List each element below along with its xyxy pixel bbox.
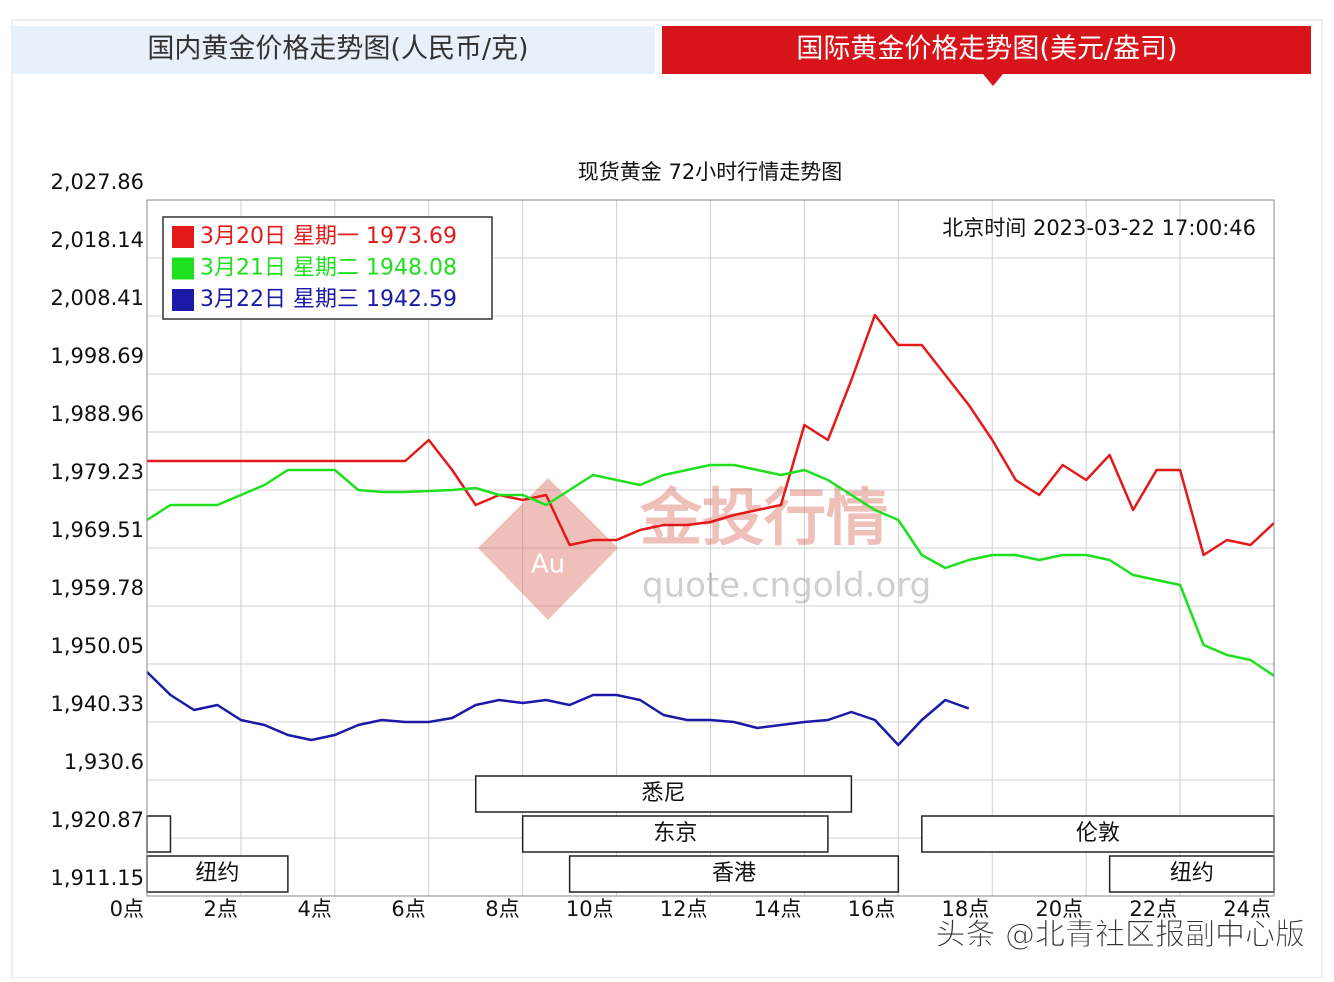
x-tick-label: 10点 bbox=[566, 897, 614, 921]
footer-watermark: 头条 @北青社区报副中心版 bbox=[935, 918, 1305, 953]
session-box bbox=[521, 815, 829, 853]
y-tick-label: 2,008.41 bbox=[50, 286, 144, 310]
watermark-url: quote.cngold.org bbox=[642, 566, 931, 606]
session-box bbox=[1108, 855, 1275, 893]
tab-label[interactable]: 国际黄金价格走势图(美元/盎司) bbox=[796, 34, 1177, 65]
session-label: 东京 bbox=[653, 821, 697, 846]
tab-international[interactable] bbox=[662, 26, 1311, 74]
y-tick-label: 2,027.86 bbox=[50, 170, 144, 194]
series-line bbox=[146, 671, 970, 747]
x-tick-label: 4点 bbox=[297, 897, 331, 921]
y-tick-label: 1,988.96 bbox=[50, 402, 144, 426]
legend-label: 3月20日 星期一 1973.69 bbox=[200, 224, 457, 249]
legend-swatch bbox=[172, 257, 194, 280]
series-line bbox=[147, 313, 1275, 557]
series-line bbox=[146, 463, 1275, 677]
y-tick-label: 1,911.15 bbox=[50, 866, 144, 890]
tab-label[interactable]: 国内黄金价格走势图(人民币/克) bbox=[147, 34, 528, 65]
legend-swatch bbox=[172, 289, 194, 311]
x-tick-label: 20点 bbox=[1035, 897, 1083, 921]
watermark-name: 金投行情 bbox=[639, 481, 888, 554]
session-box bbox=[568, 855, 900, 893]
y-tick-label: 1,979.23 bbox=[50, 460, 144, 484]
x-tick-label: 16点 bbox=[848, 897, 896, 921]
session-box bbox=[921, 815, 1275, 853]
x-tick-label: 12点 bbox=[660, 897, 708, 921]
session-box bbox=[146, 855, 289, 893]
y-tick-label: 1,920.87 bbox=[50, 808, 144, 832]
tab-pointer bbox=[983, 74, 1003, 86]
session-label: 伦敦 bbox=[1076, 821, 1120, 846]
y-tick-label: 1,969.51 bbox=[50, 518, 144, 542]
session-label: 纽约 bbox=[195, 861, 239, 886]
x-tick-label: 24点 bbox=[1223, 897, 1271, 921]
legend-label: 3月21日 星期二 1948.08 bbox=[200, 256, 457, 281]
y-tick-label: 2,018.14 bbox=[50, 228, 144, 252]
session-box bbox=[146, 815, 172, 853]
session-label: 纽约 bbox=[1170, 861, 1214, 886]
session-box bbox=[474, 775, 853, 813]
x-tick-label: 18点 bbox=[942, 897, 990, 921]
chart-title: 现货黄金 72小时行情走势图 bbox=[578, 160, 842, 184]
x-tick-label: 14点 bbox=[754, 897, 802, 921]
watermark: Au 金投行情 quote.cngold.org bbox=[478, 478, 931, 620]
x-tick-label: 0点 bbox=[110, 897, 144, 921]
x-tick-label: 8点 bbox=[485, 897, 519, 921]
annotation: 北京时间 2023-03-22 17:00:46 bbox=[942, 216, 1256, 240]
y-tick-label: 1,959.78 bbox=[50, 576, 144, 600]
x-tick-label: 2点 bbox=[204, 897, 238, 921]
plot-border bbox=[146, 199, 1275, 897]
y-tick-label: 1,940.33 bbox=[50, 692, 144, 716]
watermark-logo bbox=[478, 478, 618, 620]
session-label: 悉尼 bbox=[642, 781, 686, 806]
watermark-logo-text: Au bbox=[531, 550, 565, 580]
tab-domestic[interactable] bbox=[12, 26, 655, 74]
legend-label: 3月22日 星期三 1942.59 bbox=[200, 287, 457, 312]
y-tick-label: 1,998.69 bbox=[50, 344, 144, 368]
legend-swatch bbox=[172, 226, 194, 248]
x-tick-label: 6点 bbox=[391, 897, 425, 921]
legend-box bbox=[162, 216, 493, 320]
x-tick-label: 22点 bbox=[1129, 897, 1177, 921]
session-label: 香港 bbox=[712, 861, 756, 886]
y-tick-label: 1,930.6 bbox=[64, 750, 144, 774]
y-tick-label: 1,950.05 bbox=[50, 634, 144, 658]
